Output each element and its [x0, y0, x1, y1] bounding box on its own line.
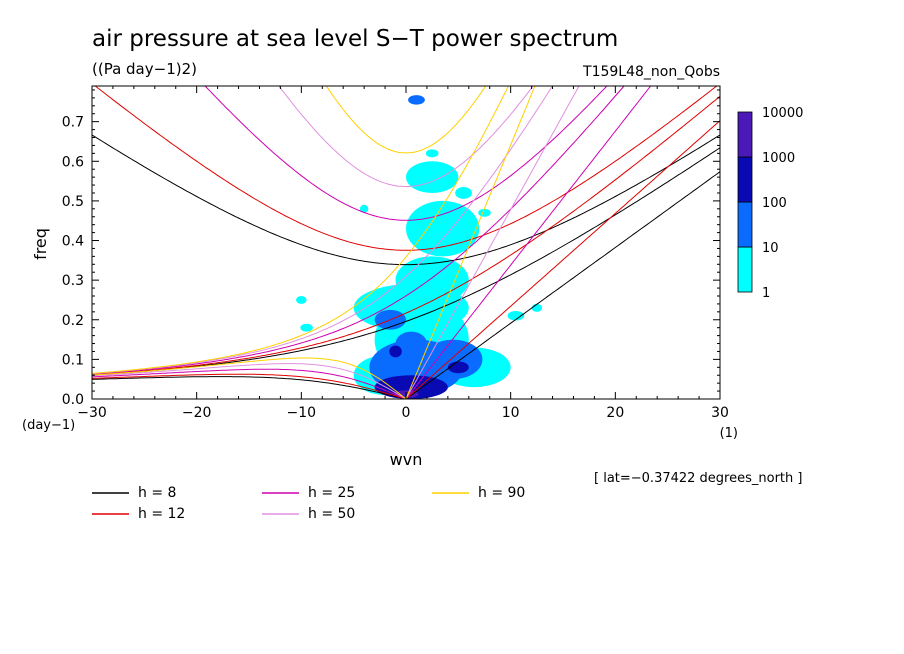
dispersion-curve-mrg-h50 [92, 86, 553, 375]
dispersion-curve-kelvin-h25 [405, 86, 652, 399]
y-axis-label: freq [31, 228, 50, 260]
colorbar-label: 10 [762, 241, 779, 256]
spectrum-field [296, 95, 543, 399]
chart-title: air pressure at sea level S−T power spec… [92, 26, 618, 52]
colorbar-segment [737, 111, 753, 158]
legend-label: h = 12 [138, 506, 185, 522]
x-tick-label: 20 [606, 405, 624, 421]
dispersion-curve-rossby-h90 [92, 357, 407, 399]
legend-label: h = 25 [308, 485, 355, 501]
dispersion-curve-egw-h12 [94, 86, 718, 251]
x-tick-label: −30 [77, 405, 107, 421]
spectrum-blob [447, 361, 469, 374]
spectrum-blob [478, 208, 491, 217]
dispersion-curve-kelvin-h90 [405, 86, 536, 399]
dispersion-curve-mrg-h12 [92, 95, 720, 376]
dispersion-curves [92, 86, 720, 399]
spectrum-blob [406, 161, 459, 193]
colorbar-label: 10000 [762, 106, 803, 121]
spectrum-blob [531, 303, 543, 312]
dispersion-curve-mrg-h25 [92, 86, 625, 375]
legend-label: h = 8 [138, 485, 176, 501]
colorbar-label: 100 [762, 196, 787, 211]
x-tick-label: −20 [182, 405, 212, 421]
dispersion-curve-egw-h90 [325, 86, 487, 154]
legend: h = 8 h = 12 h = 25 h = 50 h = 90 [92, 485, 525, 522]
colorbar-label: 1 [762, 286, 770, 301]
colorbar-segment [737, 201, 753, 248]
x-tick-label: 0 [402, 405, 411, 421]
legend-label: h = 90 [478, 485, 525, 501]
x-tick-label: 30 [711, 405, 729, 421]
spectrum-blob [455, 187, 472, 199]
dispersion-curve-mrg-h90 [92, 86, 509, 374]
spectrum-blob [389, 345, 402, 358]
spectrum-blob [408, 95, 425, 105]
y-tick-label: 0.4 [62, 234, 84, 250]
y-tick-label: 0.7 [62, 115, 84, 131]
dispersion-curve-rossby-h25 [92, 368, 407, 399]
dispersion-curve-egw-h50 [278, 86, 534, 187]
dispersion-curve-kelvin-h12 [405, 120, 720, 399]
dispersion-curve-egw-h25 [204, 86, 608, 221]
colorbar: 1 10 100 1000 10000 [737, 106, 803, 301]
chart-subtitle: ((Pa day−1)2) [92, 60, 197, 78]
spectrum-blob [395, 331, 427, 356]
axes: −30 −20 −10 0 10 20 30 0.0 0.1 0.2 0.3 0.4 0.5 0.6 0.7 [62, 86, 729, 421]
x-unit-label: (1) [720, 426, 738, 441]
legend-label: h = 50 [308, 506, 355, 522]
y-tick-label: 0.5 [62, 194, 84, 210]
x-tick-label: 10 [502, 405, 520, 421]
spectrum-blob [296, 295, 307, 304]
spectrum-blob [507, 311, 525, 321]
colorbar-segment [737, 246, 753, 293]
y-tick-label: 0.6 [62, 154, 84, 170]
x-tick-label: −10 [287, 405, 317, 421]
latitude-annotation: [ lat=−0.37422 degrees_north ] [594, 471, 802, 486]
x-axis-label: wvn [390, 450, 423, 469]
dispersion-curve-egw-h8 [92, 134, 720, 266]
y-tick-label: 0.3 [62, 273, 84, 289]
dispersion-curve-rossby-h50 [92, 363, 407, 399]
colorbar-segment [737, 156, 753, 203]
dispersion-curve-rossby-h8 [92, 376, 407, 399]
spectrum-blob [300, 323, 313, 332]
y-tick-label: 0.1 [62, 352, 84, 368]
dispersion-curve-kelvin-h50 [405, 86, 580, 399]
spectrum-blob [359, 204, 369, 213]
y-tick-label: 0.0 [62, 392, 84, 408]
dispersion-curve-rossby-h12 [92, 373, 407, 399]
spectrum-blob [353, 284, 469, 332]
spectrum-blob [425, 149, 439, 158]
colorbar-label: 1000 [762, 151, 795, 166]
run-label: T159L48_non_Qobs [582, 64, 720, 80]
spectrum-blob [423, 339, 483, 380]
dispersion-curve-kelvin-h8 [405, 171, 720, 399]
y-tick-label: 0.2 [62, 313, 84, 329]
y-unit-label: (day−1) [22, 418, 75, 433]
